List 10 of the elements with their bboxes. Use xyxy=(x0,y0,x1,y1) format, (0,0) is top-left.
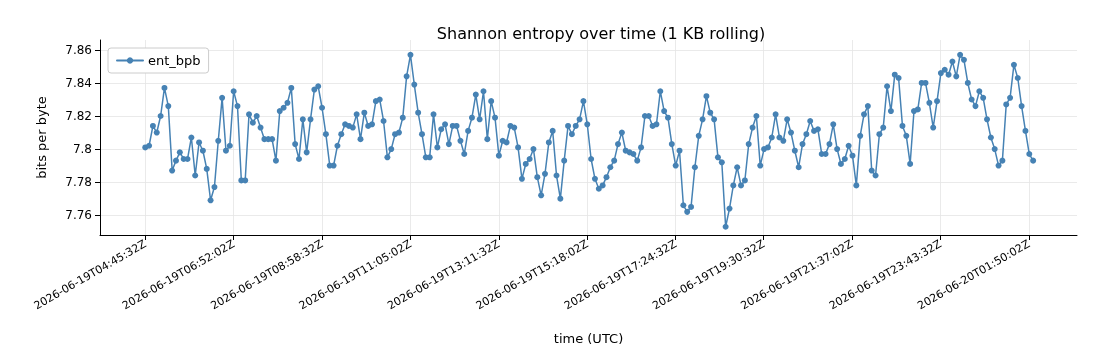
legend-label: ent_bpb xyxy=(148,53,201,68)
y-tick-label: 7.82 xyxy=(65,109,92,124)
y-tick-label: 7.78 xyxy=(65,175,92,190)
chart-title: Shannon entropy over time (1 KB rolling) xyxy=(436,23,766,43)
y-tick-label: 7.8 xyxy=(72,142,92,157)
y-tick-label: 7.76 xyxy=(65,208,92,223)
x-axis-title: time (UTC) xyxy=(553,331,624,346)
y-tick-label: 7.86 xyxy=(65,42,92,57)
y-axis-title: bits per byte xyxy=(34,96,49,179)
y-tick-label: 7.84 xyxy=(65,75,92,90)
